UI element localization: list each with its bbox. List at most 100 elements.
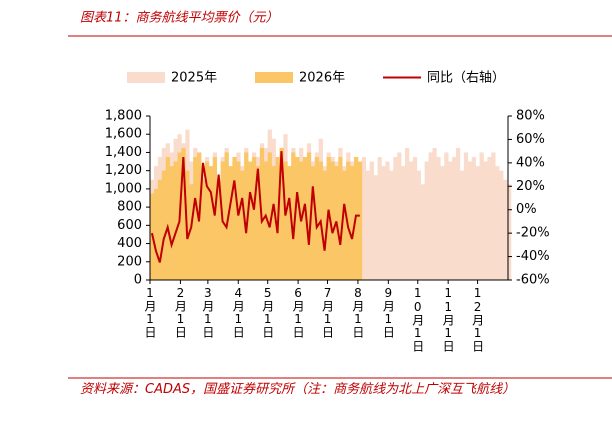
bar: [212, 157, 217, 280]
bar: [216, 179, 221, 280]
x-tick-label: 7月1日: [321, 286, 335, 338]
bar: [232, 157, 237, 280]
bar: [412, 157, 418, 280]
bar: [373, 175, 378, 280]
bar: [408, 161, 414, 280]
x-tick-label: 8月1日: [351, 286, 365, 338]
y2-tick-label: 60%: [516, 132, 545, 147]
bar: [303, 157, 308, 280]
x-tick-label: 6月1日: [291, 286, 305, 338]
bar: [452, 157, 457, 280]
bar: [267, 152, 272, 280]
bar: [369, 161, 374, 280]
y-tick-label: 1,200: [105, 163, 142, 178]
bar: [189, 184, 194, 280]
bar: [428, 152, 433, 280]
legend-label: 2026年: [299, 71, 345, 86]
y2-tick-label: -60%: [516, 273, 550, 288]
bar: [361, 157, 367, 280]
bar: [201, 179, 206, 280]
y-tick-label: 600: [117, 218, 142, 233]
x-tick-label: 2月1日: [173, 286, 187, 338]
bar: [306, 152, 312, 280]
bar: [236, 161, 241, 280]
y2-tick-label: -40%: [516, 249, 550, 264]
bar: [330, 161, 335, 280]
bar: [377, 157, 382, 280]
bar: [487, 157, 492, 280]
bar: [322, 170, 327, 280]
bar: [173, 161, 178, 280]
bar: [381, 166, 386, 280]
bar: [291, 152, 296, 280]
bar: [169, 166, 174, 280]
bar: [240, 170, 245, 280]
y2-tick-label: 0%: [516, 202, 537, 217]
bar: [350, 166, 355, 280]
bar: [244, 152, 249, 280]
bar: [357, 161, 363, 280]
bar: [346, 161, 351, 280]
bar: [204, 161, 210, 280]
bar: [208, 166, 214, 280]
bar: [271, 166, 276, 280]
yoy-line: [150, 151, 360, 263]
legend-swatch: [127, 72, 165, 83]
bar: [295, 157, 300, 280]
bar: [475, 166, 480, 280]
bar: [463, 152, 469, 280]
bar: [393, 157, 398, 280]
bar: [157, 179, 163, 280]
y-tick-label: 1,600: [105, 127, 142, 142]
bar: [153, 188, 159, 280]
x-tick-label: 9月1日: [381, 286, 395, 338]
bar: [228, 166, 233, 280]
y2-tick-label: 40%: [516, 155, 545, 170]
bar: [424, 161, 429, 280]
bar: [385, 161, 390, 280]
bar: [342, 170, 347, 280]
bar: [459, 170, 465, 280]
x-tick-label: 10月1日: [411, 286, 425, 352]
bar: [479, 152, 484, 280]
bar: [338, 157, 343, 280]
bar: [436, 157, 441, 280]
x-tick-label: 3月1日: [201, 286, 215, 338]
bar: [193, 157, 198, 280]
x-tick-label: 11月1日: [441, 286, 455, 352]
bar: [416, 170, 422, 280]
bar: [397, 152, 402, 280]
x-tick-label: 1月1日: [143, 286, 157, 338]
y2-tick-label: 80%: [516, 109, 545, 124]
bar: [471, 157, 476, 280]
x-tick-label: 4月1日: [231, 286, 245, 338]
y-tick-label: 0: [134, 273, 142, 288]
bar: [248, 161, 253, 280]
bar: [491, 152, 496, 280]
bar: [255, 166, 261, 280]
y2-tick-label: -20%: [516, 226, 550, 241]
bar: [456, 147, 461, 280]
bar: [495, 166, 500, 280]
bar: [503, 179, 508, 280]
x-tick-label: 12月1日: [471, 286, 485, 352]
y-tick-label: 1,800: [105, 109, 142, 124]
chart-title: 图表11：商务航线平均票价（元）: [80, 10, 279, 26]
source-note: 资料来源：CADAS，国盛证券研究所（注：商务航线为北上广深互飞航线）: [80, 382, 516, 397]
bar: [224, 152, 229, 280]
legend-label: 同比（右轴）: [427, 71, 505, 86]
bar: [401, 166, 406, 280]
bar: [444, 152, 449, 280]
bar: [252, 157, 257, 280]
bar: [432, 147, 437, 280]
bar: [165, 157, 170, 280]
x-tick-label: 5月1日: [261, 286, 275, 338]
bar: [507, 184, 512, 280]
bar: [279, 147, 284, 280]
legend-label: 2025年: [171, 71, 217, 86]
bar: [310, 166, 316, 280]
bar: [440, 166, 445, 280]
bar: [263, 161, 268, 280]
